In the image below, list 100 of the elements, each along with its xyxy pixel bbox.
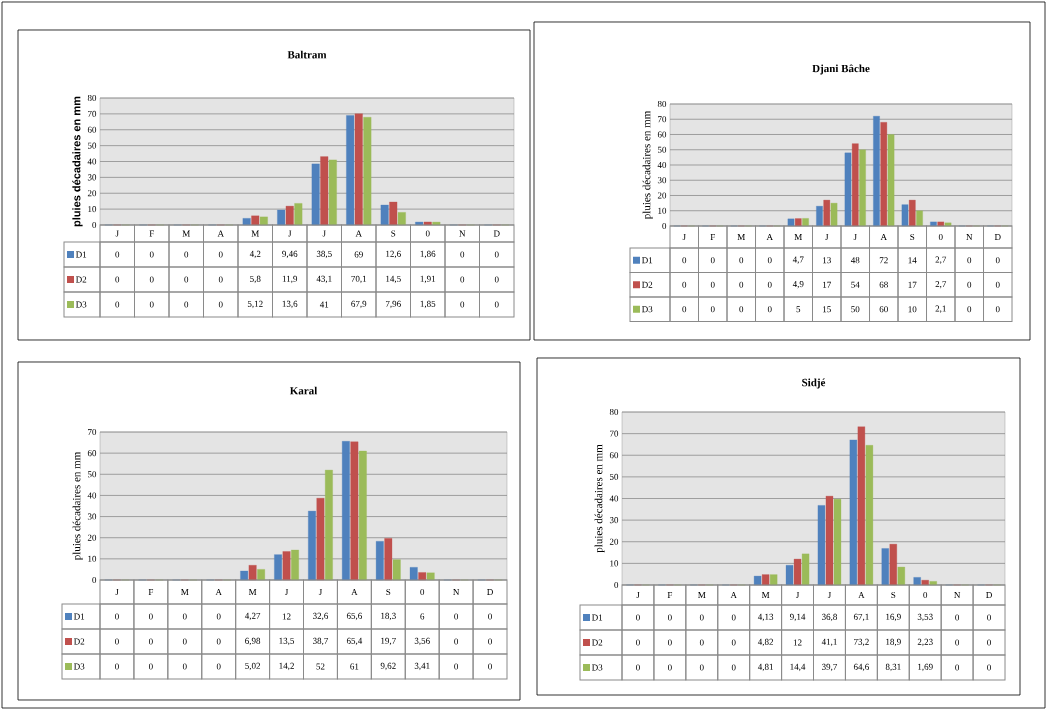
data-label: 19,7 [381, 637, 396, 646]
data-label: 3,56 [414, 637, 430, 646]
data-label: 39,7 [822, 663, 838, 672]
data-label: 1,69 [918, 663, 933, 672]
data-label: 67,1 [853, 613, 869, 622]
data-label: 6,98 [245, 637, 261, 646]
data-label: 0 [148, 638, 153, 645]
data-label: 12 [282, 613, 291, 620]
y-tick-label: 50 [87, 142, 97, 149]
data-label: 0 [115, 638, 119, 645]
data-label: 0 [739, 306, 744, 313]
x-tick-label: J [853, 234, 857, 240]
y-tick-label: 10 [88, 206, 97, 213]
data-label: 1,86 [420, 250, 436, 259]
data-label: 17 [908, 281, 917, 288]
data-label: 4,7 [792, 256, 804, 264]
data-label: 69 [354, 251, 363, 258]
data-label: 2,23 [917, 638, 933, 647]
data-label: 5,02 [245, 662, 260, 671]
y-tick-label: 20 [87, 534, 97, 541]
data-label: 10 [908, 306, 917, 313]
data-label: 65,4 [346, 637, 363, 646]
x-tick-label: M [698, 592, 706, 598]
x-tick-label: J [318, 589, 323, 595]
data-label: 0 [731, 639, 736, 646]
x-tick-label: S [910, 233, 915, 241]
x-tick-label: M [794, 234, 802, 240]
data-label: 0 [636, 639, 640, 646]
x-tick-label: A [215, 589, 222, 595]
data-label: 0 [218, 251, 223, 258]
x-tick-label: J [115, 230, 119, 237]
data-label: 13,6 [282, 300, 298, 309]
data-label: 68 [879, 281, 888, 288]
data-label: 5,8 [250, 275, 261, 284]
y-axis-title: pluies décadaires en mm [594, 444, 605, 553]
data-label: 0 [767, 281, 772, 288]
y-tick-label: 20 [87, 190, 97, 197]
data-label: 0 [987, 614, 991, 621]
x-tick-label: N [453, 589, 460, 595]
data-label: 0 [488, 663, 492, 670]
data-label: 0 [636, 664, 640, 671]
x-tick-label: J [795, 592, 800, 598]
y-tick-label: 20 [657, 192, 667, 199]
data-label: 12,6 [386, 250, 401, 259]
x-tick-label: M [182, 230, 190, 237]
x-tick-label: 0 [923, 591, 928, 599]
data-label: 0 [488, 638, 492, 645]
legend-label: D3 [73, 663, 85, 670]
data-label: 5 [796, 306, 801, 313]
x-tick-label: F [710, 234, 715, 240]
data-label: 0 [218, 276, 223, 283]
y-tick-label: 50 [87, 471, 97, 478]
y-tick-label: 60 [657, 131, 667, 138]
data-label: 0 [182, 663, 187, 670]
data-label: 0 [955, 664, 960, 671]
x-tick-label: A [351, 589, 358, 595]
data-label: 0 [149, 276, 154, 283]
data-label: 0 [216, 663, 221, 670]
data-label: 64,6 [853, 663, 869, 672]
data-label: 1,91 [420, 275, 436, 284]
data-label: 0 [667, 614, 672, 621]
x-tick-label: D [493, 230, 500, 237]
y-tick-label: 80 [87, 94, 97, 102]
data-label: 14,2 [279, 662, 294, 671]
data-label: 8,31 [885, 663, 901, 672]
y-tick-label: 10 [88, 555, 97, 562]
y-tick-label: 40 [87, 492, 97, 499]
legend-label: D2 [641, 281, 653, 288]
legend-label: D1 [641, 257, 653, 264]
data-label: 67,9 [351, 300, 367, 309]
data-label: 0 [460, 301, 465, 308]
legend-label: D1 [73, 613, 85, 620]
y-tick-label: 60 [87, 450, 97, 457]
legend-label: D2 [73, 638, 85, 645]
legend-label: D3 [75, 301, 87, 308]
data-label: 6 [420, 613, 425, 620]
x-tick-label: S [391, 230, 396, 237]
data-label: 0 [967, 281, 972, 288]
data-label: 38,5 [316, 250, 332, 259]
y-tick-label: 80 [609, 408, 619, 416]
x-tick-label: N [954, 592, 961, 598]
y-tick-label: 60 [609, 452, 619, 459]
data-label: 1,85 [420, 300, 436, 309]
x-tick-label: N [966, 234, 973, 240]
data-label: 0 [739, 257, 744, 264]
data-label: 36,8 [822, 613, 837, 622]
data-label: 0 [731, 664, 736, 671]
x-tick-label: M [251, 230, 259, 237]
data-label: 43,1 [316, 275, 332, 284]
x-tick-label: D [487, 589, 493, 595]
data-label: 0 [182, 613, 187, 620]
data-label: 11,9 [282, 275, 298, 284]
data-label: 0 [148, 613, 153, 620]
legend-label: D2 [591, 639, 603, 646]
x-tick-label: A [217, 230, 224, 237]
data-label: 0 [739, 281, 744, 288]
data-label: 4,81 [757, 663, 773, 672]
data-label: 0 [184, 251, 189, 258]
data-label: 13,5 [279, 637, 295, 646]
x-tick-label: J [825, 234, 829, 240]
